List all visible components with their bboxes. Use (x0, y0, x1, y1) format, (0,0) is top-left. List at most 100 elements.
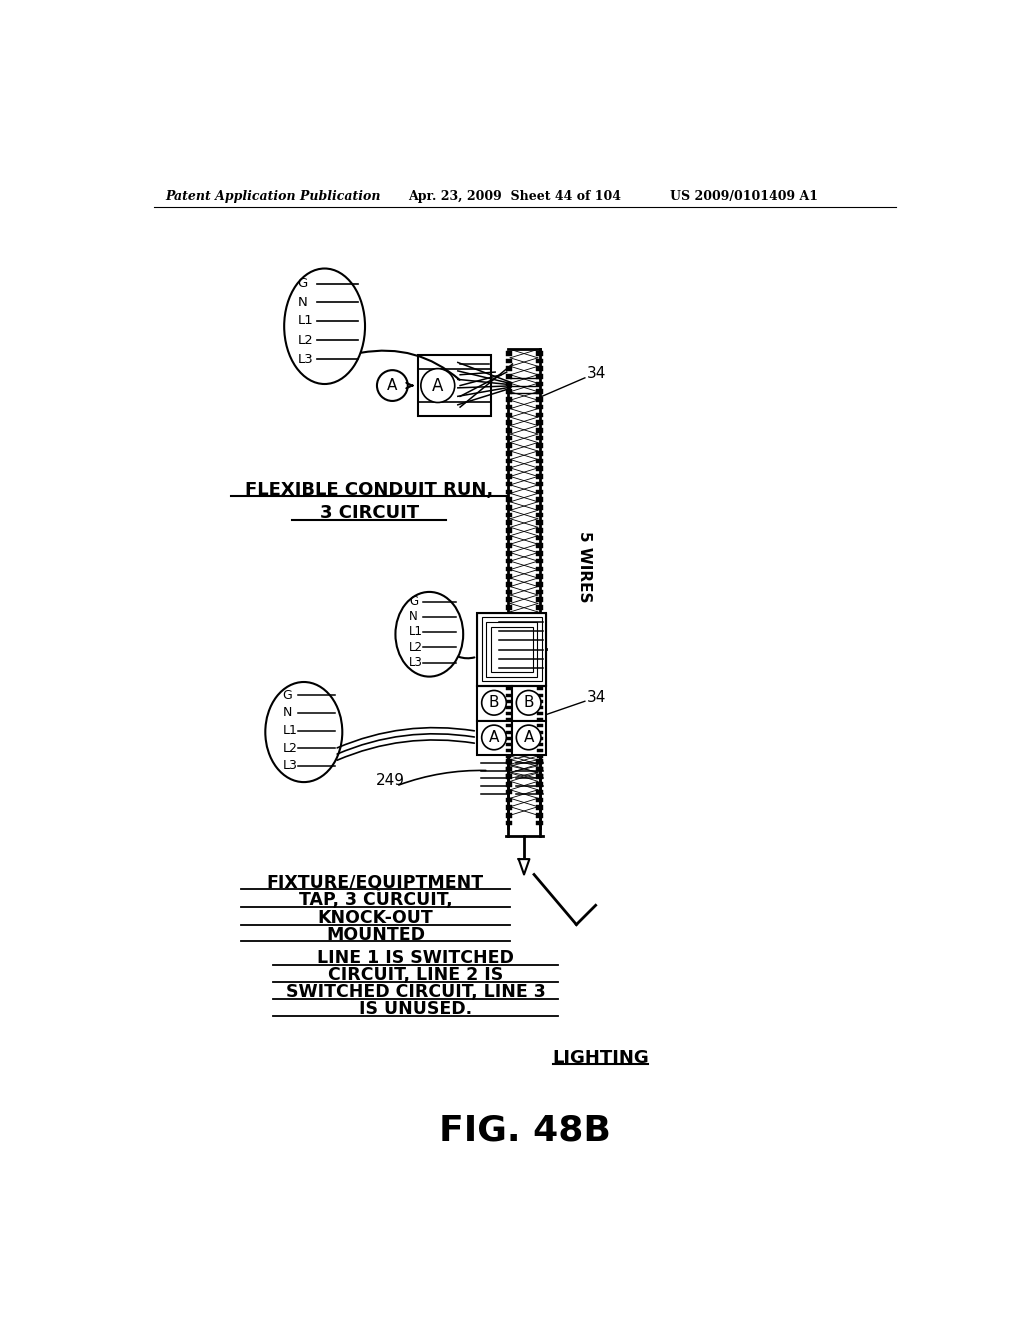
Text: A: A (523, 730, 534, 744)
Bar (506, 552, 512, 556)
Bar (506, 566, 512, 572)
Bar (537, 528, 543, 533)
Bar (537, 466, 543, 471)
Bar (537, 512, 543, 517)
Text: Patent Application Publication: Patent Application Publication (165, 190, 381, 203)
Text: 5 WIRES: 5 WIRES (578, 531, 592, 602)
Bar (537, 743, 543, 748)
Bar (506, 713, 512, 718)
Bar (506, 689, 512, 694)
Bar (506, 451, 512, 455)
Text: L1: L1 (283, 723, 297, 737)
Bar (506, 597, 512, 602)
Text: L3: L3 (410, 656, 423, 669)
Bar (537, 359, 543, 363)
Text: A: A (387, 378, 397, 393)
Text: G: G (298, 277, 308, 290)
Bar (506, 474, 512, 479)
Bar (506, 725, 511, 727)
Circle shape (421, 368, 455, 403)
Bar (506, 682, 512, 686)
Bar (537, 444, 543, 447)
Bar (538, 706, 543, 709)
Bar (537, 482, 543, 487)
Bar (537, 536, 543, 540)
Bar (506, 558, 512, 564)
Bar (537, 558, 543, 564)
Bar (538, 693, 543, 697)
Bar (506, 405, 512, 409)
Bar (506, 767, 512, 771)
Bar (506, 397, 512, 401)
Bar (506, 498, 512, 502)
Bar (537, 781, 543, 787)
Bar (537, 436, 543, 441)
Bar (477, 612, 547, 686)
Bar (506, 574, 512, 579)
Bar (506, 367, 512, 371)
Ellipse shape (285, 268, 365, 384)
Bar (506, 729, 512, 733)
Bar (537, 705, 543, 710)
Text: 3 CIRCUIT: 3 CIRCUIT (319, 504, 419, 521)
FancyArrowPatch shape (337, 734, 474, 754)
Bar (506, 737, 511, 739)
Bar (506, 743, 512, 748)
Ellipse shape (395, 591, 463, 677)
Bar (506, 490, 512, 494)
Bar (506, 748, 511, 752)
Bar (538, 762, 543, 764)
Bar (537, 636, 543, 640)
FancyArrowPatch shape (459, 657, 474, 659)
Bar (512, 721, 547, 755)
Bar (537, 459, 543, 463)
Bar (537, 474, 543, 479)
Bar (537, 367, 543, 371)
Bar (537, 405, 543, 409)
Bar (506, 520, 512, 525)
Bar (538, 743, 543, 746)
Bar (506, 389, 512, 395)
Bar (537, 789, 543, 795)
Bar (537, 682, 543, 686)
Text: B: B (488, 696, 500, 710)
Text: A: A (488, 730, 499, 744)
Text: 34: 34 (587, 690, 606, 705)
Bar (506, 605, 512, 610)
Circle shape (481, 725, 506, 750)
Bar (506, 381, 512, 387)
Bar (537, 397, 543, 401)
Bar (506, 582, 512, 586)
Bar (537, 544, 543, 548)
Text: KNOCK-OUT: KNOCK-OUT (317, 908, 433, 927)
Bar (506, 504, 512, 510)
Bar (537, 566, 543, 572)
Bar (506, 781, 512, 787)
Bar (537, 420, 543, 425)
Bar (506, 644, 512, 648)
Bar (538, 730, 543, 734)
Bar (537, 767, 543, 771)
Bar (537, 582, 543, 586)
Bar (537, 552, 543, 556)
Bar (537, 612, 543, 618)
Bar (506, 428, 512, 433)
Bar (537, 821, 543, 825)
Bar (537, 721, 543, 725)
Bar (506, 797, 512, 803)
Bar (506, 775, 512, 779)
Text: FIG. 48B: FIG. 48B (439, 1113, 610, 1147)
Bar (537, 628, 543, 632)
Text: N: N (298, 296, 307, 309)
FancyArrowPatch shape (361, 351, 460, 380)
Bar (537, 597, 543, 602)
Bar (506, 767, 511, 771)
Text: L3: L3 (298, 352, 313, 366)
Bar (506, 693, 511, 697)
Bar (538, 737, 543, 739)
Bar (538, 767, 543, 771)
Bar (537, 381, 543, 387)
Bar (506, 759, 512, 763)
Bar (506, 705, 512, 710)
Bar (506, 436, 512, 441)
